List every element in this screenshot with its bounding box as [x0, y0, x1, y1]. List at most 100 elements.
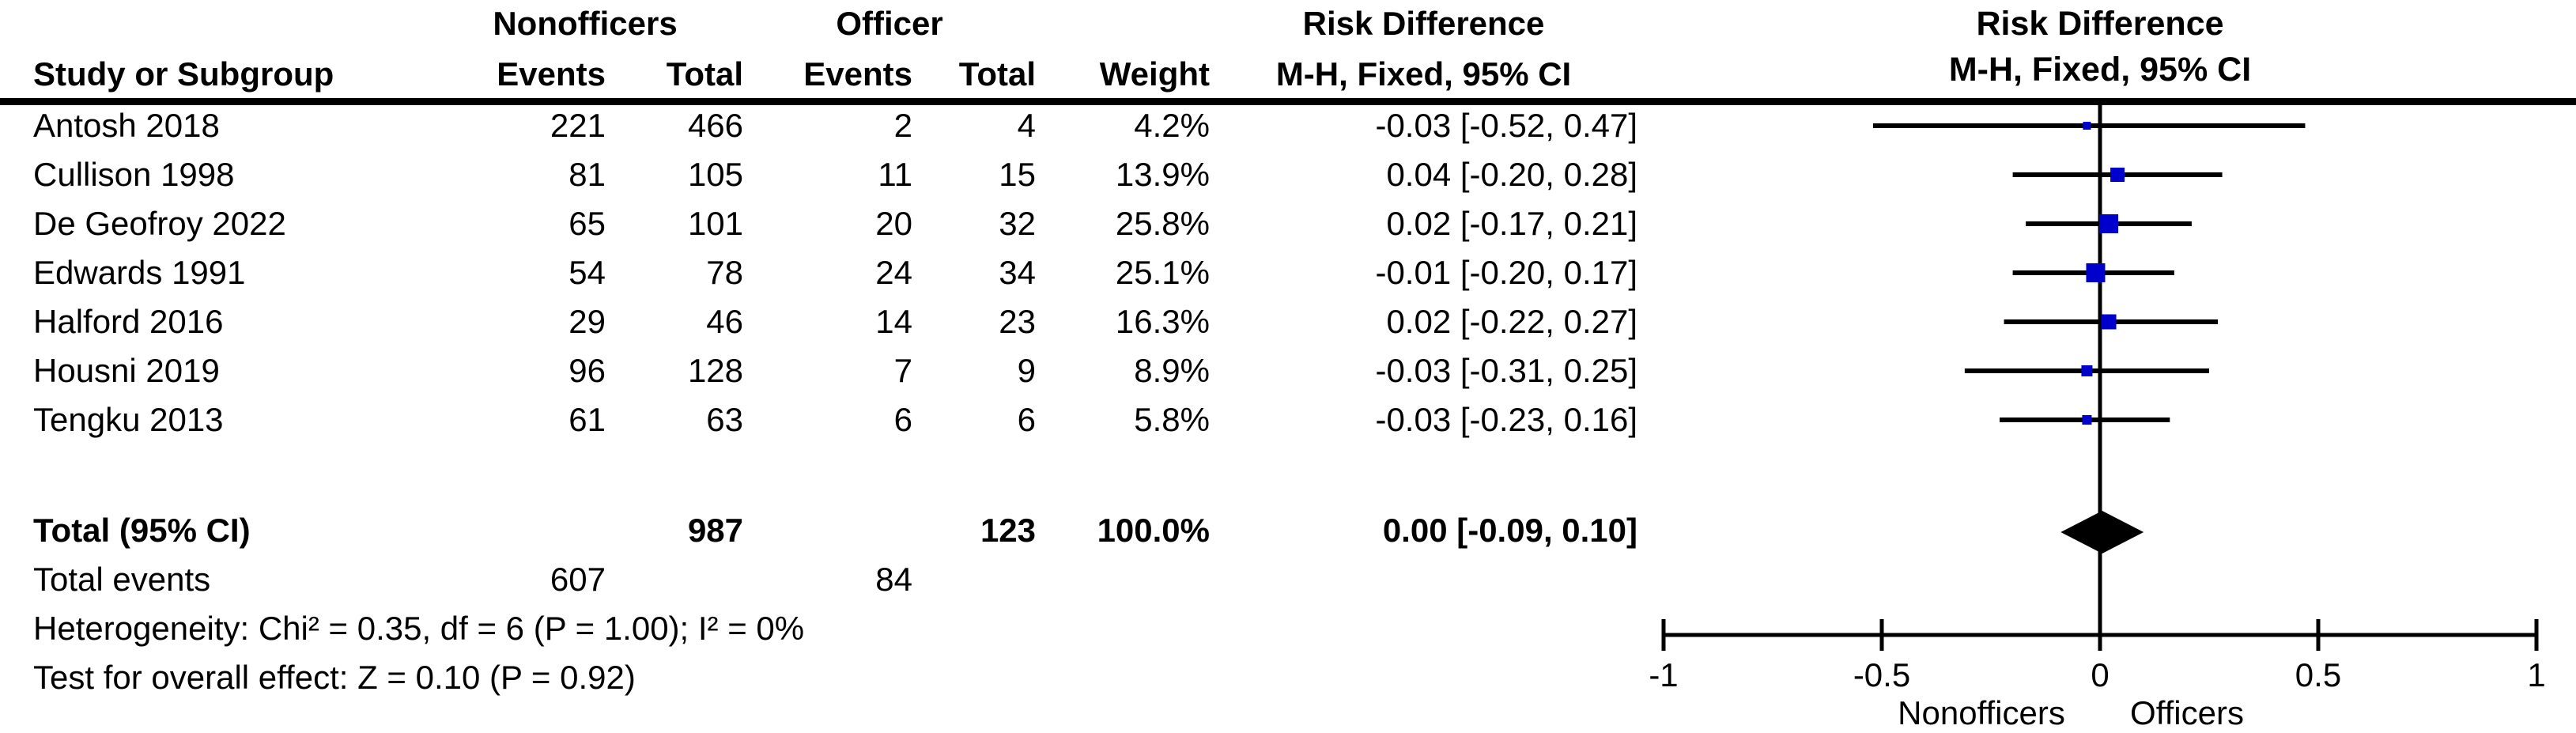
total-nonofficers-total: 987 — [687, 512, 744, 549]
officer-events-header: Events — [803, 55, 913, 93]
study-row: Antosh 2018 221 466 2 4 4.2% -0.03 [-0.52, 0.4… — [0, 101, 1637, 150]
weight: 16.3% — [1115, 303, 1211, 340]
study-row: Edwards 1991 54 78 24 34 25.1% -0.01 [-0.20, 0… — [0, 248, 1637, 297]
favours-left-label: Nonofficers — [1898, 694, 2065, 731]
axis-tick-label: 0 — [2091, 656, 2109, 693]
study-name: De Geofroy 2022 — [33, 205, 286, 242]
study-row: De Geofroy 2022 65 101 20 32 25.8% 0.02 [-0.17… — [0, 199, 1637, 248]
risk-difference-ci: -0.03 [-0.52, 0.47] — [1375, 107, 1638, 144]
axis-tick-label: -1 — [1649, 656, 1678, 693]
axis-tick-label: 0.5 — [2295, 656, 2341, 693]
officer-events: 6 — [893, 401, 913, 438]
total-events-officer: 84 — [875, 561, 913, 598]
nonofficers-total-header: Total — [666, 55, 744, 93]
risk-difference-ci: -0.01 [-0.20, 0.17] — [1375, 254, 1638, 291]
weight: 4.2% — [1134, 107, 1211, 144]
header-rule — [0, 98, 2576, 105]
effect-square — [2083, 122, 2091, 130]
column-header-row: Study or Subgroup Events Total Events To… — [0, 47, 1637, 101]
overall-effect-text: Test for overall effect: Z = 0.10 (P = 0… — [33, 659, 636, 696]
nonofficers-total: 105 — [687, 156, 744, 193]
officer-events: 11 — [878, 156, 913, 193]
total-events-row: Total events 607 84 — [0, 555, 1637, 604]
effect-square — [2086, 263, 2106, 282]
nonofficers-events: 54 — [568, 254, 606, 291]
nonofficers-group-header: Nonofficers — [493, 5, 678, 42]
officer-total: 23 — [999, 303, 1037, 340]
nonofficers-total: 63 — [706, 401, 744, 438]
total-row: Total (95% CI) 987 123 100.0% 0.00 [-0.09, 0… — [0, 506, 1637, 555]
nonofficers-total: 46 — [706, 303, 744, 340]
nonofficers-total: 466 — [687, 107, 744, 144]
risk-difference-ci: 0.02 [-0.17, 0.21] — [1386, 205, 1638, 242]
risk-difference-ci: -0.03 [-0.23, 0.16] — [1375, 401, 1638, 438]
risk-difference-ci: 0.02 [-0.22, 0.27] — [1386, 303, 1638, 340]
group-header-row: Nonofficers Officer Risk Difference — [0, 0, 1637, 47]
study-name: Housni 2019 — [33, 352, 220, 389]
study-name: Tengku 2013 — [33, 401, 224, 438]
risk-difference-ci: -0.03 [-0.31, 0.25] — [1375, 352, 1638, 389]
heterogeneity-text: Heterogeneity: Chi² = 0.35, df = 6 (P = … — [33, 610, 805, 647]
study-name: Edwards 1991 — [33, 254, 246, 291]
effect-square — [2081, 365, 2093, 376]
nonofficers-total: 78 — [706, 254, 744, 291]
overall-effect-row: Test for overall effect: Z = 0.10 (P = 0… — [0, 653, 1637, 702]
effect-square — [2101, 314, 2117, 330]
officer-events: 14 — [875, 303, 913, 340]
plot-column-header: Risk Difference M-H, Fixed, 95% CI — [1705, 0, 2495, 96]
weight: 5.8% — [1134, 401, 1211, 438]
meta-analysis-table: Nonofficers Officer Risk Difference Stud… — [0, 0, 1637, 702]
nonofficers-events-header: Events — [497, 55, 606, 93]
weight: 25.8% — [1115, 205, 1211, 242]
officer-total: 32 — [999, 205, 1037, 242]
risk-difference-table-header: Risk Difference — [1302, 5, 1545, 42]
officer-group-header: Officer — [836, 5, 943, 42]
total-weight: 100.0% — [1097, 512, 1211, 549]
nonofficers-events: 81 — [568, 156, 606, 193]
study-row: Cullison 1998 81 105 11 15 13.9% 0.04 [-0.20, … — [0, 150, 1637, 199]
officer-total: 4 — [1017, 107, 1037, 144]
study-row: Tengku 2013 61 63 6 6 5.8% -0.03 [-0.23, 0.16] — [0, 395, 1637, 444]
plot-header-line1: Risk Difference — [1976, 5, 2224, 43]
study-name: Halford 2016 — [33, 303, 224, 340]
heterogeneity-row: Heterogeneity: Chi² = 0.35, df = 6 (P = … — [0, 604, 1637, 653]
weight-column-header: Weight — [1099, 55, 1211, 93]
weight: 8.9% — [1134, 352, 1211, 389]
total-officer-total: 123 — [980, 512, 1037, 549]
officer-events: 7 — [893, 352, 913, 389]
pooled-diamond — [2060, 511, 2144, 554]
weight: 25.1% — [1115, 254, 1211, 291]
effect-square — [2099, 214, 2119, 233]
officer-events: 2 — [893, 107, 913, 144]
study-name: Antosh 2018 — [33, 107, 220, 144]
total-risk-difference-ci: 0.00 [-0.09, 0.10] — [1382, 512, 1638, 549]
axis-tick-label: 1 — [2527, 656, 2545, 693]
total-label: Total (95% CI) — [33, 512, 251, 549]
officer-events: 20 — [875, 205, 913, 242]
nonofficers-total: 128 — [687, 352, 744, 389]
nonofficers-total: 101 — [687, 205, 744, 242]
officer-total: 15 — [999, 156, 1037, 193]
officer-total-header: Total — [958, 55, 1037, 93]
study-name: Cullison 1998 — [33, 156, 235, 193]
officer-total: 9 — [1017, 352, 1037, 389]
risk-difference-ci: 0.04 [-0.20, 0.28] — [1386, 156, 1638, 193]
officer-events: 24 — [875, 254, 913, 291]
study-row: Halford 2016 29 46 14 23 16.3% 0.02 [-0.22, 0.… — [0, 297, 1637, 346]
total-events-label: Total events — [33, 561, 211, 598]
nonofficers-events: 61 — [568, 401, 606, 438]
plot-header-line2: M-H, Fixed, 95% CI — [1948, 51, 2252, 89]
study-row: Housni 2019 96 128 7 9 8.9% -0.03 [-0.31, 0.25… — [0, 346, 1637, 395]
nonofficers-events: 29 — [568, 303, 606, 340]
favours-right-label: Officers — [2130, 694, 2244, 731]
study-column-header: Study or Subgroup — [33, 55, 334, 93]
ci-column-header: M-H, Fixed, 95% CI — [1275, 55, 1572, 93]
nonofficers-events: 221 — [550, 107, 606, 144]
effect-square — [2110, 168, 2125, 182]
axis-tick-label: -0.5 — [1853, 656, 1910, 693]
total-events-nonofficers: 607 — [550, 561, 606, 598]
officer-total: 34 — [999, 254, 1037, 291]
effect-square — [2082, 415, 2092, 425]
nonofficers-events: 96 — [568, 352, 606, 389]
